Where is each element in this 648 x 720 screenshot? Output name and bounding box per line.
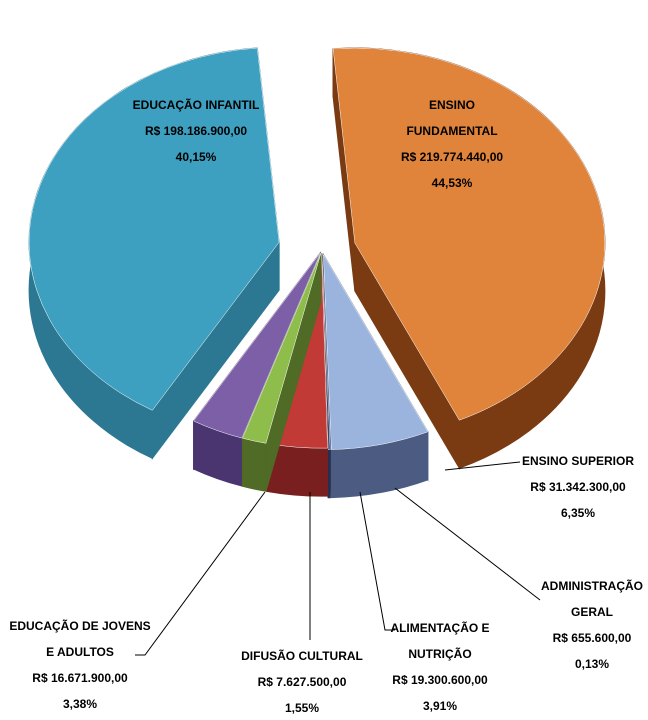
slice-label: ADMINISTRAÇÃO GERAL R$ 655.600,00 0,13%: [537, 573, 647, 677]
slice-name: ENSINO FUNDAMENTAL: [406, 98, 498, 138]
slice-amount: R$ 198.186.900,00: [144, 124, 248, 138]
slice-percent: 6,35%: [560, 506, 596, 520]
slice-wall: [327, 449, 331, 499]
slice-label: EDUCAÇÃO INFANTIL R$ 198.186.900,00 40,15%: [131, 92, 261, 170]
slice: [242, 252, 322, 444]
slice-label: ALIMENTAÇÃO E NUTRIÇÃO R$ 19.300.600,00 3,…: [380, 615, 500, 719]
slice-label: ENSINO FUNDAMENTAL R$ 219.774.440,00 44,53…: [392, 92, 512, 196]
slice-amount: R$ 16.671.900,00: [32, 671, 128, 685]
slice-percent: 0,13%: [574, 657, 610, 671]
slice-amount: R$ 655.600,00: [552, 631, 632, 645]
leader-line: [135, 491, 266, 656]
slice-name: ENSINO SUPERIOR: [521, 454, 635, 468]
slice-amount: R$ 19.300.600,00: [392, 673, 488, 687]
slice-name: ADMINISTRAÇÃO GERAL: [541, 579, 643, 619]
slice-percent: 3,38%: [62, 697, 98, 711]
slice-amount: R$ 219.774.440,00: [400, 150, 504, 164]
slice: [321, 254, 331, 450]
slice-percent: 3,91%: [422, 699, 458, 713]
slice-percent: 44,53%: [431, 176, 473, 190]
leader-line: [359, 491, 395, 631]
slice-label: ENSINO SUPERIOR R$ 31.342.300,00 6,35%: [513, 448, 643, 526]
slice-label: EDUCAÇÃO DE JOVENS E ADULTOS R$ 16.671.90…: [5, 613, 155, 717]
slice-name: EDUCAÇÃO INFANTIL: [132, 98, 260, 112]
slice: [332, 47, 606, 421]
slice: [193, 252, 321, 439]
slice-percent: 40,15%: [175, 150, 217, 164]
slice-amount: R$ 31.342.300,00: [530, 480, 626, 494]
slice-name: ALIMENTAÇÃO E NUTRIÇÃO: [390, 621, 490, 661]
slice: [28, 47, 280, 411]
slice: [323, 254, 429, 450]
slice-amount: R$ 7.627.500,00: [257, 675, 347, 689]
leader-lines: [135, 461, 541, 656]
leader-line: [444, 461, 521, 471]
slice-percent: 1,55%: [284, 701, 320, 715]
slice-name: DIFUSÃO CULTURAL: [241, 649, 363, 663]
slice-label: DIFUSÃO CULTURAL R$ 7.627.500,00 1,55%: [237, 643, 367, 720]
leader-line: [394, 487, 541, 601]
slice-wall: [241, 437, 267, 492]
slice-name: EDUCAÇÃO DE JOVENS E ADULTOS: [9, 619, 151, 659]
